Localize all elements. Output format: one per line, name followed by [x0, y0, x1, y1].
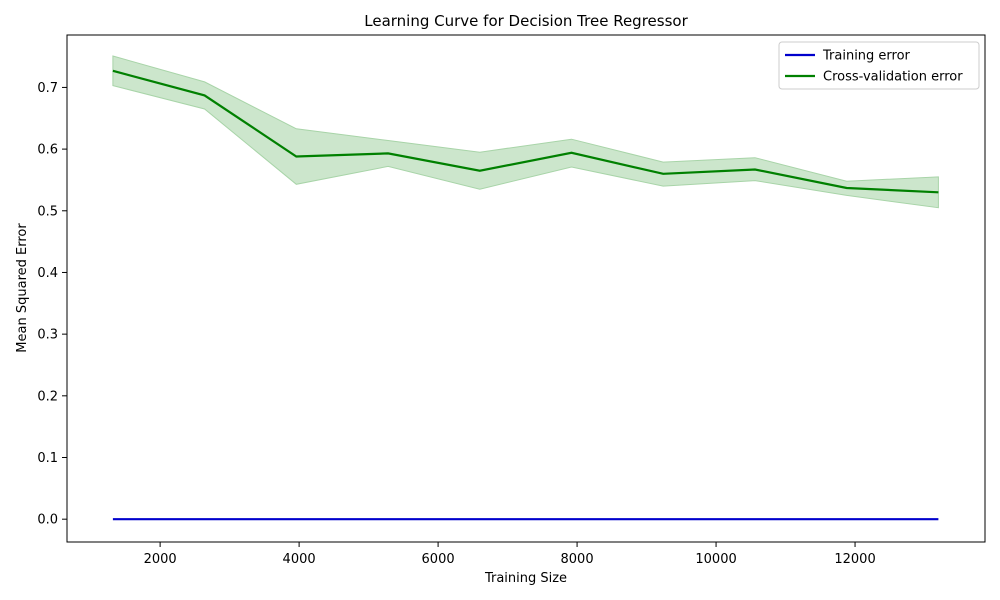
x-tick-label: 10000: [695, 552, 736, 567]
y-tick-label: 0.1: [37, 451, 58, 466]
legend-entry: Cross-validation error: [823, 70, 963, 85]
y-tick-label: 0.4: [37, 266, 58, 281]
chart-title: Learning Curve for Decision Tree Regress…: [364, 12, 688, 30]
y-tick-label: 0.6: [37, 143, 58, 158]
plot-area: [112, 55, 939, 521]
y-axis-label: Mean Squared Error: [15, 223, 30, 353]
legend: Training error Cross-validation error: [778, 41, 980, 90]
x-tick-label: 8000: [561, 552, 594, 567]
legend-entry: Training error: [822, 49, 911, 64]
x-tick-label: 6000: [422, 552, 455, 567]
plot-frame: [66, 34, 986, 543]
y-tick-label: 0.5: [37, 204, 58, 219]
cv-error-line: [112, 69, 939, 194]
x-tick-label: 12000: [834, 552, 875, 567]
y-axis: 0.0 0.1 0.2 0.3 0.4 0.5 0.6 0.7: [37, 81, 67, 528]
legend-box: [778, 41, 980, 90]
x-tick-label: 2000: [144, 552, 177, 567]
y-tick-label: 0.0: [37, 513, 58, 528]
y-tick-label: 0.3: [37, 328, 58, 343]
x-axis-label: Training Size: [484, 571, 567, 586]
x-axis: 2000 4000 6000 8000 10000 12000: [144, 542, 876, 567]
y-tick-label: 0.2: [37, 389, 58, 404]
y-tick-label: 0.7: [37, 81, 58, 96]
x-tick-label: 4000: [283, 552, 316, 567]
